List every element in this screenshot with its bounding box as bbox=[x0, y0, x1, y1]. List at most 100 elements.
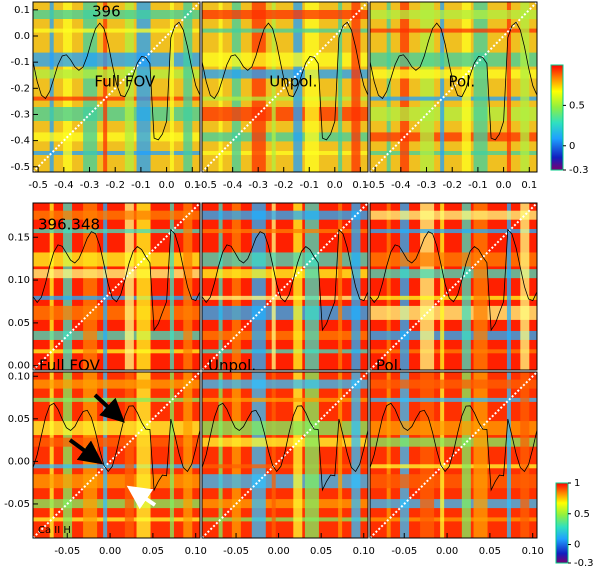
band bbox=[304, 2, 319, 172]
band bbox=[33, 295, 200, 300]
band bbox=[33, 464, 200, 469]
band bbox=[370, 269, 537, 279]
panel-label: Full FOV bbox=[94, 73, 156, 91]
band bbox=[136, 2, 151, 172]
band bbox=[293, 372, 303, 538]
band bbox=[33, 517, 200, 522]
band bbox=[218, 203, 223, 370]
x-tick-label: 0.0 bbox=[327, 180, 343, 191]
y-tick-label: -0.3 bbox=[10, 109, 30, 120]
band bbox=[33, 10, 200, 19]
band bbox=[370, 295, 537, 300]
frame bbox=[32, 202, 201, 371]
band bbox=[202, 499, 368, 509]
colorbar-label: 1 bbox=[574, 478, 580, 489]
band bbox=[370, 379, 537, 389]
band bbox=[202, 52, 368, 67]
band bbox=[33, 499, 200, 509]
arrow bbox=[93, 393, 125, 423]
x-tick-label: -0.1 bbox=[131, 180, 151, 191]
colorbar-label: -0.3 bbox=[574, 558, 594, 567]
band bbox=[202, 132, 368, 142]
band bbox=[420, 372, 435, 538]
band bbox=[370, 464, 537, 469]
band bbox=[370, 499, 537, 509]
band bbox=[202, 437, 368, 447]
x-tick-label: -0.4 bbox=[54, 180, 74, 191]
band bbox=[231, 2, 241, 172]
panel-label: Unpol. bbox=[269, 73, 317, 91]
band bbox=[370, 151, 537, 155]
band bbox=[231, 203, 241, 370]
diagonal bbox=[369, 371, 538, 539]
band bbox=[271, 203, 276, 370]
profile bbox=[201, 402, 369, 492]
band bbox=[103, 2, 108, 172]
band bbox=[370, 69, 537, 79]
panel-label: Unpol. bbox=[208, 357, 256, 375]
band bbox=[231, 372, 241, 538]
band bbox=[440, 372, 445, 538]
profile bbox=[369, 402, 538, 492]
band bbox=[49, 372, 54, 538]
x-tick-label: -0.3 bbox=[417, 180, 437, 191]
band bbox=[370, 252, 537, 267]
band bbox=[473, 2, 488, 172]
band bbox=[370, 474, 537, 489]
band bbox=[33, 252, 200, 267]
band bbox=[33, 107, 200, 121]
band bbox=[202, 474, 368, 489]
band bbox=[63, 2, 73, 172]
band bbox=[218, 372, 223, 538]
band bbox=[370, 437, 537, 447]
band bbox=[293, 203, 303, 370]
diagonal bbox=[201, 371, 369, 539]
band bbox=[183, 372, 193, 538]
profile bbox=[201, 228, 369, 332]
profile bbox=[32, 21, 201, 141]
band bbox=[49, 203, 54, 370]
x-tick-label: -0.3 bbox=[80, 180, 100, 191]
band bbox=[202, 107, 368, 121]
x-tick-label: -0.5 bbox=[365, 180, 385, 191]
band bbox=[370, 397, 537, 402]
band bbox=[124, 372, 134, 538]
band bbox=[49, 2, 54, 172]
band bbox=[202, 28, 368, 33]
band bbox=[33, 269, 200, 279]
band bbox=[169, 2, 174, 172]
band bbox=[473, 203, 488, 370]
frame bbox=[369, 1, 538, 173]
band bbox=[83, 203, 98, 370]
band bbox=[370, 52, 537, 67]
band bbox=[351, 372, 361, 538]
band bbox=[461, 203, 471, 370]
band bbox=[400, 2, 410, 172]
band bbox=[370, 517, 537, 522]
band bbox=[304, 372, 319, 538]
line-label: 396 bbox=[92, 3, 121, 21]
x-tick-label: -0.2 bbox=[105, 180, 125, 191]
band bbox=[136, 372, 151, 538]
band bbox=[370, 96, 537, 101]
band bbox=[202, 305, 368, 320]
colorbar bbox=[550, 64, 564, 171]
band bbox=[169, 203, 174, 370]
band bbox=[63, 203, 73, 370]
profile bbox=[32, 402, 201, 492]
band bbox=[440, 203, 445, 370]
band bbox=[440, 2, 445, 172]
y-tick-label: 0.10 bbox=[8, 275, 30, 286]
band bbox=[202, 210, 368, 220]
panel-label: Pol. bbox=[376, 357, 403, 375]
band bbox=[304, 203, 319, 370]
y-tick-label: 0.0 bbox=[14, 31, 30, 42]
x-tick-label: 0.10 bbox=[353, 546, 375, 557]
y-tick-label: 0.15 bbox=[8, 232, 30, 243]
x-tick-label: -0.1 bbox=[300, 180, 320, 191]
plots: Full FOV -0.5 -0.4 -0.3 -0.2 -0.1 0.0 0.1 Unpol.… bbox=[4, 1, 594, 569]
profile bbox=[201, 21, 369, 141]
band bbox=[370, 229, 537, 234]
band bbox=[33, 132, 200, 142]
